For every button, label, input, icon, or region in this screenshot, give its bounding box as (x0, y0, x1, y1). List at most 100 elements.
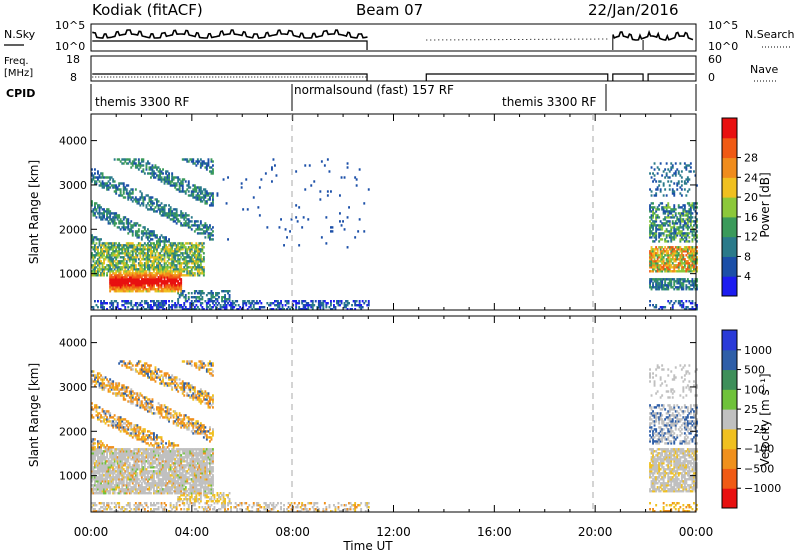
data-cell (686, 250, 689, 253)
data-cell (652, 282, 654, 285)
data-cell (95, 236, 98, 239)
data-cell (104, 266, 107, 269)
data-cell (246, 300, 249, 303)
data-cell (180, 304, 183, 307)
data-cell (98, 482, 101, 485)
data-cell (151, 256, 154, 259)
data-cell (679, 218, 682, 221)
data-cell (145, 248, 148, 251)
data-cell (127, 268, 130, 271)
data-cell (673, 280, 676, 283)
data-cell (685, 284, 688, 287)
data-cell (121, 506, 124, 509)
data-cell (97, 414, 99, 417)
data-cell (178, 270, 181, 273)
data-cell (139, 224, 142, 227)
data-cell (199, 266, 202, 269)
data-cell (112, 270, 115, 273)
data-cell (128, 466, 131, 469)
data-cell (195, 250, 198, 253)
data-cell (125, 248, 128, 251)
nave-label: Nave (750, 63, 778, 76)
data-cell (171, 210, 174, 213)
data-cell (204, 236, 207, 239)
data-cell (685, 234, 688, 237)
data-cell (104, 448, 107, 451)
data-cell (147, 260, 149, 263)
data-cell (685, 238, 688, 241)
data-cell (691, 216, 694, 219)
data-cell (118, 158, 121, 161)
data-cell (118, 244, 121, 247)
data-cell (671, 166, 674, 169)
data-cell (91, 200, 93, 203)
data-cell (150, 276, 152, 279)
data-cell (674, 300, 677, 303)
data-cell (145, 256, 148, 259)
data-cell (680, 236, 683, 239)
data-cell (124, 470, 127, 473)
data-cell (95, 448, 98, 451)
data-cell (686, 178, 689, 181)
data-cell (177, 302, 180, 305)
data-cell (187, 226, 190, 229)
data-cell (668, 302, 671, 305)
data-cell (98, 446, 101, 449)
data-cell (101, 180, 104, 183)
data-cell (304, 188, 307, 191)
data-cell (689, 224, 692, 227)
data-cell (124, 250, 127, 253)
data-cell (128, 278, 131, 281)
data-cell (163, 274, 166, 277)
data-cell (156, 300, 158, 303)
data-cell (160, 210, 163, 213)
data-cell (207, 228, 210, 231)
data-cell (207, 192, 210, 195)
data-cell (339, 304, 341, 307)
data-cell (656, 262, 659, 265)
data-cell (119, 274, 122, 277)
data-cell (325, 306, 328, 309)
data-cell (127, 270, 130, 273)
data-cell (680, 252, 683, 255)
data-cell (130, 256, 133, 259)
data-cell (150, 176, 152, 179)
data-cell (658, 308, 661, 311)
data-cell (157, 306, 160, 309)
data-cell (180, 272, 183, 275)
data-cell (106, 452, 108, 455)
data-cell (653, 232, 656, 235)
data-cell (121, 252, 124, 255)
data-cell (650, 214, 653, 217)
data-cell (134, 250, 137, 253)
data-cell (325, 242, 328, 245)
data-cell (112, 454, 115, 457)
data-cell (130, 398, 133, 401)
data-cell (101, 262, 104, 265)
data-cell (199, 198, 202, 201)
data-cell (113, 268, 116, 271)
data-cell (107, 418, 110, 421)
data-cell (107, 502, 110, 505)
data-cell (665, 260, 668, 263)
data-cell (113, 218, 116, 221)
cpid-label: CPID (6, 87, 35, 100)
data-cell (98, 244, 101, 247)
data-cell (357, 230, 360, 233)
data-cell (125, 394, 128, 397)
data-cell (101, 478, 104, 481)
data-cell (667, 206, 670, 209)
data-cell (649, 280, 651, 283)
data-cell (121, 454, 124, 457)
data-cell (228, 304, 231, 307)
data-cell (163, 264, 166, 267)
data-cell (97, 440, 99, 443)
data-cell (175, 278, 178, 281)
data-cell (162, 272, 164, 275)
data-cell (137, 236, 140, 239)
data-cell (121, 256, 124, 259)
data-cell (668, 220, 671, 223)
data-cell (202, 224, 205, 227)
data-cell (100, 416, 102, 419)
data-cell (183, 224, 186, 227)
